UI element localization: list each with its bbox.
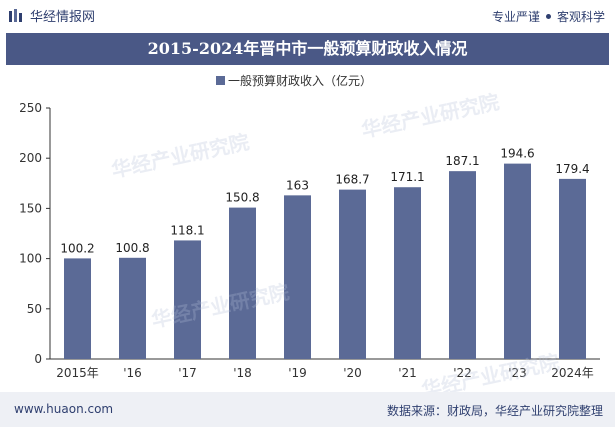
bar bbox=[119, 257, 146, 359]
bar bbox=[284, 195, 311, 359]
x-tick-labels: 2015年 '16 '17 '18 '19 '20 '21 '22 '23 2024年 bbox=[56, 366, 594, 380]
x-tick-label: '19 bbox=[288, 366, 307, 380]
chart-title: 2015-2024年晋中市一般预算财政收入情况 bbox=[147, 39, 468, 58]
slogan-left: 专业严谨 bbox=[491, 10, 540, 24]
data-label: 150.8 bbox=[225, 191, 259, 205]
footer: www.huaon.com 数据来源：财政局，华经产业研究院整理 bbox=[0, 392, 615, 427]
top-bar: 华经情报网 专业严谨 客观科学 bbox=[0, 0, 615, 30]
y-tick-label: 250 bbox=[19, 101, 42, 115]
data-label: 168.7 bbox=[335, 173, 369, 187]
data-label: 118.1 bbox=[170, 223, 204, 237]
legend-label: 一般预算财政收入（亿元） bbox=[228, 73, 372, 88]
x-tick-label: '17 bbox=[178, 366, 197, 380]
bars bbox=[64, 163, 586, 359]
brand-logo-icon bbox=[9, 8, 22, 22]
bar bbox=[449, 171, 476, 359]
footer-site: www.huaon.com bbox=[14, 402, 114, 416]
x-tick-label: '18 bbox=[233, 366, 252, 380]
x-tick-label: '23 bbox=[508, 366, 527, 380]
data-label: 163 bbox=[286, 178, 309, 192]
x-tick-label: '21 bbox=[398, 366, 417, 380]
bar-chart: 一般预算财政收入（亿元） 100.2 100.8 118.1 150.8 163 168.… bbox=[19, 73, 600, 380]
slogan: 专业严谨 客观科学 bbox=[492, 8, 605, 25]
data-label: 171.1 bbox=[390, 170, 424, 184]
y-tick-label: 100 bbox=[19, 252, 42, 266]
footer-source: 数据来源：财政局，华经产业研究院整理 bbox=[386, 404, 603, 418]
y-tick-label: 50 bbox=[27, 302, 42, 316]
bar bbox=[229, 207, 256, 359]
x-tick-label: '20 bbox=[343, 366, 362, 380]
data-label: 100.8 bbox=[115, 241, 149, 255]
bar bbox=[174, 240, 201, 359]
bar bbox=[394, 187, 421, 359]
bar bbox=[64, 258, 91, 359]
data-labels: 100.2 100.8 118.1 150.8 163 168.7 171.1 187.1 19… bbox=[60, 147, 589, 256]
y-tick-label: 150 bbox=[19, 201, 42, 215]
legend-swatch bbox=[216, 76, 225, 85]
y-tick-label: 0 bbox=[34, 352, 42, 366]
y-tick-label: 200 bbox=[19, 151, 42, 165]
x-tick-label: '22 bbox=[453, 366, 472, 380]
data-label: 194.6 bbox=[500, 147, 534, 161]
brand: 华经情报网 bbox=[8, 6, 95, 25]
x-tick-label: '16 bbox=[123, 366, 142, 380]
bar bbox=[339, 189, 366, 359]
data-label: 100.2 bbox=[60, 241, 94, 255]
x-tick-label: 2024年 bbox=[551, 366, 594, 380]
data-label: 179.4 bbox=[555, 162, 589, 176]
x-tick-label: 2015年 bbox=[56, 366, 99, 380]
brand-name: 华经情报网 bbox=[30, 10, 96, 25]
bar bbox=[559, 178, 586, 359]
y-tick-labels: 0 50 100 150 200 250 bbox=[19, 101, 42, 366]
legend: 一般预算财政收入（亿元） bbox=[216, 73, 372, 88]
slogan-dot-icon bbox=[545, 14, 551, 19]
slogan-right: 客观科学 bbox=[556, 10, 605, 24]
title-bar: 2015-2024年晋中市一般预算财政收入情况 bbox=[6, 33, 609, 65]
bar bbox=[504, 163, 531, 359]
data-label: 187.1 bbox=[445, 154, 479, 168]
